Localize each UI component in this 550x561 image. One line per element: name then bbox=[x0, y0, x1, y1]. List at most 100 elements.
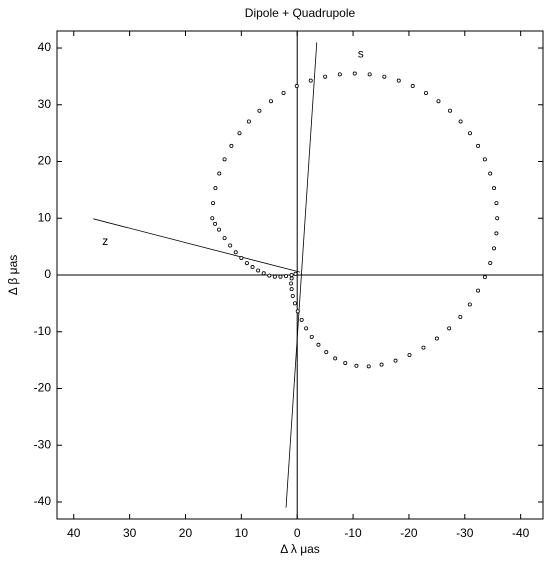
data-point bbox=[278, 274, 283, 279]
reference-line bbox=[93, 218, 301, 273]
data-point bbox=[237, 131, 242, 136]
data-point bbox=[228, 243, 233, 248]
data-point bbox=[396, 78, 401, 83]
data-point bbox=[367, 72, 372, 77]
data-point bbox=[343, 360, 348, 365]
data-point bbox=[467, 302, 472, 307]
data-point bbox=[467, 131, 472, 136]
y-tick-label: -20 bbox=[34, 381, 52, 395]
data-point bbox=[458, 119, 463, 124]
data-point bbox=[447, 326, 452, 331]
data-point bbox=[434, 336, 439, 341]
data-point bbox=[292, 301, 297, 306]
x-tick-label: 40 bbox=[67, 526, 81, 540]
data-point bbox=[281, 90, 286, 95]
data-point bbox=[488, 260, 493, 265]
data-point bbox=[210, 216, 215, 221]
data-point bbox=[299, 317, 304, 322]
data-point bbox=[354, 363, 359, 368]
data-point bbox=[423, 90, 428, 95]
data-point bbox=[482, 157, 487, 162]
data-point bbox=[436, 99, 441, 104]
data-point bbox=[309, 334, 314, 339]
y-tick-label: -30 bbox=[34, 437, 52, 451]
data-point bbox=[290, 293, 295, 298]
data-point bbox=[267, 273, 272, 278]
data-point bbox=[256, 268, 261, 273]
data-point bbox=[213, 186, 218, 191]
data-point bbox=[494, 201, 499, 206]
data-point bbox=[250, 265, 255, 270]
data-point bbox=[289, 272, 294, 277]
data-point bbox=[407, 353, 412, 358]
y-tick-label: 0 bbox=[44, 267, 51, 281]
reference-line-label: s bbox=[358, 47, 364, 61]
reference-line-label: z bbox=[102, 234, 108, 248]
x-tick-label: -10 bbox=[344, 526, 362, 540]
y-tick-label: 10 bbox=[38, 210, 52, 224]
data-point bbox=[421, 345, 426, 350]
data-point bbox=[284, 274, 289, 279]
reference-line bbox=[285, 42, 318, 508]
data-point bbox=[337, 72, 342, 77]
x-axis-label: Δ λ μas bbox=[280, 542, 320, 556]
data-point bbox=[352, 71, 357, 76]
data-point bbox=[410, 84, 415, 89]
data-point bbox=[293, 271, 298, 276]
data-point bbox=[261, 271, 266, 276]
data-point bbox=[295, 309, 300, 314]
data-point bbox=[476, 288, 481, 293]
x-tick-label: 10 bbox=[235, 526, 249, 540]
chart-title: Dipole + Quadrupole bbox=[245, 6, 356, 20]
data-point bbox=[308, 78, 313, 83]
data-point bbox=[323, 74, 328, 79]
data-point bbox=[233, 250, 238, 255]
data-point bbox=[213, 221, 218, 226]
data-point bbox=[246, 119, 251, 124]
data-point bbox=[222, 157, 227, 162]
data-point bbox=[488, 171, 493, 176]
data-point bbox=[382, 74, 387, 79]
data-point bbox=[492, 246, 497, 251]
data-point bbox=[269, 99, 274, 104]
data-point bbox=[476, 143, 481, 148]
data-point bbox=[289, 276, 294, 281]
data-point bbox=[216, 227, 221, 232]
x-tick-label: 20 bbox=[179, 526, 193, 540]
y-tick-label: 20 bbox=[38, 154, 52, 168]
x-tick-label: -40 bbox=[512, 526, 530, 540]
data-point bbox=[289, 287, 294, 292]
data-point bbox=[289, 281, 294, 286]
y-tick-label: 30 bbox=[38, 97, 52, 111]
data-point bbox=[294, 84, 299, 89]
y-tick-label: 40 bbox=[38, 40, 52, 54]
data-point bbox=[366, 364, 371, 369]
x-tick-label: -20 bbox=[400, 526, 418, 540]
x-tick-label: 0 bbox=[294, 526, 301, 540]
data-point bbox=[393, 358, 398, 363]
data-point bbox=[448, 108, 453, 113]
data-point bbox=[257, 108, 262, 113]
data-point bbox=[324, 350, 329, 355]
data-point bbox=[333, 356, 338, 361]
data-point bbox=[304, 326, 309, 331]
data-point bbox=[229, 143, 234, 148]
data-point bbox=[494, 231, 499, 236]
y-tick-label: -10 bbox=[34, 324, 52, 338]
data-point bbox=[482, 275, 487, 280]
data-point bbox=[495, 216, 500, 221]
x-tick-label: 30 bbox=[123, 526, 137, 540]
y-axis-label: Δ β μas bbox=[6, 255, 20, 296]
data-point bbox=[379, 362, 384, 367]
data-point bbox=[458, 314, 463, 319]
data-point bbox=[316, 342, 321, 347]
data-point bbox=[217, 171, 222, 176]
data-point bbox=[222, 236, 227, 241]
data-point bbox=[272, 274, 277, 279]
x-tick-label: -30 bbox=[456, 526, 474, 540]
data-point bbox=[492, 186, 497, 191]
data-point bbox=[211, 201, 216, 206]
